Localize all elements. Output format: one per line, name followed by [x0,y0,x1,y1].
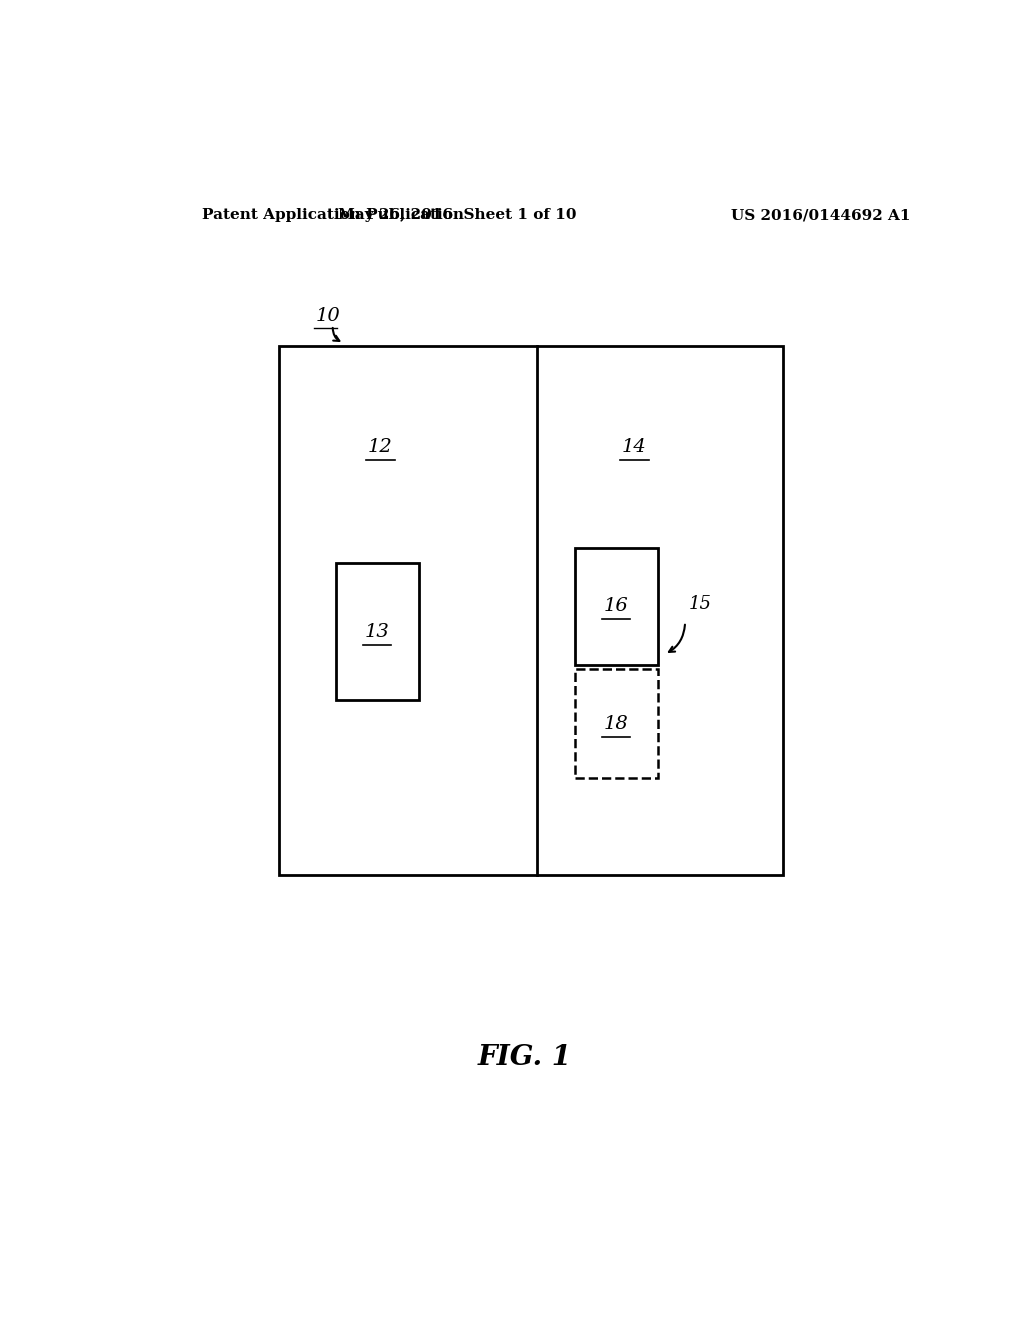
Bar [279,346,782,875]
Bar [574,548,658,664]
Text: 12: 12 [368,438,393,455]
Text: FIG. 1: FIG. 1 [478,1044,571,1072]
Text: 10: 10 [316,308,341,325]
Text: May 26, 2016  Sheet 1 of 10: May 26, 2016 Sheet 1 of 10 [338,209,577,222]
Text: Patent Application Publication: Patent Application Publication [202,209,464,222]
Text: 16: 16 [604,597,629,615]
Bar [336,562,419,700]
Text: 18: 18 [604,714,629,733]
Text: 14: 14 [622,438,647,455]
Text: 15: 15 [688,594,712,612]
Text: 13: 13 [365,623,389,642]
Text: US 2016/0144692 A1: US 2016/0144692 A1 [731,209,910,222]
Bar [574,669,658,779]
